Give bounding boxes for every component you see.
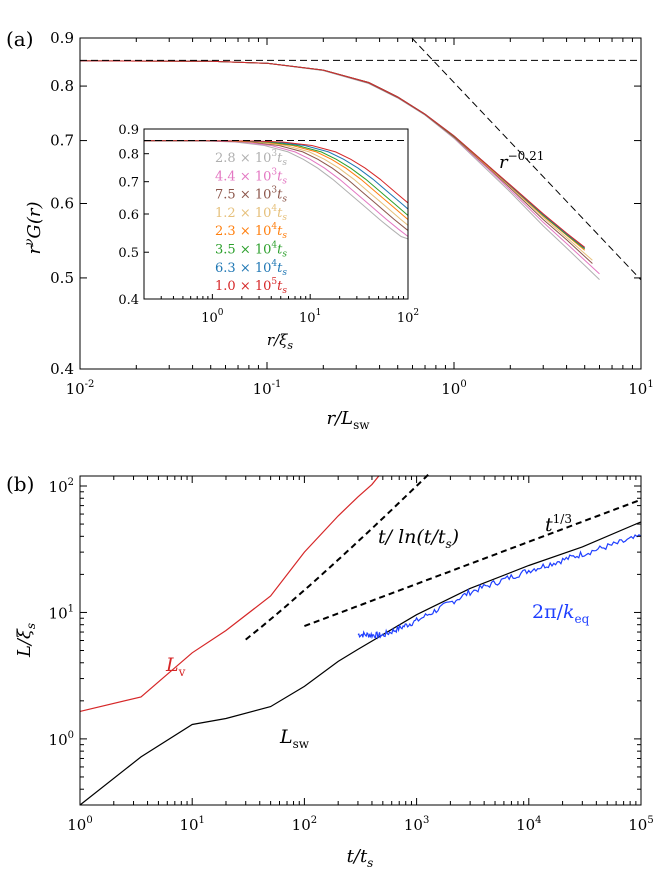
label-Lsw: Lsw (279, 726, 310, 751)
label-tln-close: ) (451, 526, 459, 548)
label-tln-sub: s (445, 537, 451, 551)
inset-series-8 (144, 140, 408, 204)
inset-ytick-label-1: 0.5 (118, 246, 139, 261)
panel-b-xtick-label-3: 103 (404, 815, 429, 834)
label-Lsw-main: L (279, 726, 293, 748)
inset-background (116, 128, 408, 299)
panel-a-ytick-label-1: 0.5 (50, 269, 74, 287)
panel-a-ylabel: rνG(r) (22, 202, 45, 255)
inset-ytick-label-3: 0.7 (118, 176, 139, 191)
inset-xtick-label-0: 100 (201, 308, 224, 326)
panel-a-series (79, 60, 600, 280)
inset-legend-entry-5: 2.3 × 104ts (215, 222, 287, 241)
panel-b-reference-line-2 (245, 472, 431, 641)
power-law-exponent: −0.21 (508, 149, 545, 163)
panel-a-ytick-label-4: 0.8 (50, 77, 74, 95)
inset-axes-box (143, 128, 409, 300)
inset-legend-entry-2: 4.4 × 103ts (215, 167, 287, 186)
panel-a-xtick-label-1: 10-1 (253, 379, 282, 398)
inset-ytick-label-2: 0.6 (118, 208, 139, 223)
panel-a-xlabel-sub: sw (353, 418, 370, 432)
panel-a-xtick-label-3: 101 (628, 379, 653, 398)
panel-b-ytick-label-2: 102 (49, 477, 74, 496)
panel-a-tag: (a) (6, 27, 34, 51)
inset-ytick-label-5: 0.9 (118, 123, 139, 138)
label-t13: t1/3 (545, 512, 572, 536)
label-keq-pre: 2π/ (532, 601, 564, 623)
panel-b-series-3 (357, 534, 642, 640)
panel-b-xtick-label-2: 102 (292, 815, 317, 834)
panel-b-ytick-label-1: 101 (49, 603, 74, 622)
panel-b-xlabel: t/ts (347, 846, 374, 870)
panel-b-tag: (b) (6, 472, 34, 496)
panel-a-xlabel: r/Lsw (326, 408, 370, 432)
inset-ytick-label-0: 0.4 (118, 293, 139, 308)
inset-legend-entry-1: 2.8 × 103ts (215, 149, 287, 168)
panel-b-xtick-label-4: 104 (516, 815, 541, 834)
label-t13-base: t (545, 514, 553, 536)
label-keq-sub: eq (575, 612, 590, 626)
inset-legend-entry-8: 1.0 × 105ts (215, 277, 287, 296)
panel-b-xlabel-main: t/t (347, 846, 368, 867)
panel-b-series-2 (79, 521, 642, 806)
label-Lv-sub: v (178, 665, 186, 679)
panel-a-ylabel-r: r (24, 244, 45, 254)
label-keq: 2π/keq (532, 601, 590, 626)
panel-a-ytick-label-0: 0.4 (50, 360, 74, 378)
label-tln: t/ ln(t/ts) (378, 526, 459, 551)
panel-b-series-1 (79, 475, 380, 712)
label-tln-main: t/ ln(t/t (378, 526, 446, 548)
inset-xlabel-sub: s (287, 339, 293, 352)
power-law-base: r (499, 152, 509, 173)
panel-a-ytick-label-5: 0.9 (50, 29, 74, 47)
panel-b-xtick-label-1: 101 (179, 815, 204, 834)
panel-b-xtick-label-5: 105 (628, 815, 653, 834)
panel-a-xlabel-main: r/L (326, 408, 353, 429)
panel-b-axes-box (79, 475, 642, 806)
panel-a-series-8 (79, 60, 586, 248)
panel-a-ylabel-rest: G(r) (24, 202, 45, 239)
inset-ytick-label-4: 0.8 (118, 148, 139, 163)
label-Lv-main: L (165, 654, 179, 676)
panel-b-reference-lines (245, 472, 642, 641)
inset-legend-entry-4: 1.2 × 104ts (215, 204, 287, 223)
panel-b-ylabel-sub: s (24, 623, 38, 629)
label-Lsw-sub: sw (293, 737, 310, 751)
inset-ticks: 100 101 102 0.4 0.5 0.6 0.7 0.8 0.9 (118, 123, 419, 326)
power-law-guide-line (411, 37, 642, 281)
panel-b: (b) 100 101 102 103 104 105 100 101 102 Lv Lsw 2… (6, 472, 654, 870)
panel-a-ytick-label-2: 0.6 (50, 195, 74, 213)
panel-a-reference-lines (80, 37, 642, 281)
inset-legend-entry-6: 3.5 × 104ts (215, 241, 287, 260)
panel-a-ylabel-nu: ν (22, 239, 36, 246)
inset-xlabel-main: r/ξ (267, 331, 288, 349)
inset-legend-entry-7: 6.3 × 104ts (215, 259, 287, 278)
inset: 100 101 102 0.4 0.5 0.6 0.7 0.8 0.9 2.8 × 103ts4… (116, 123, 419, 352)
panel-b-series (79, 475, 642, 806)
panel-b-xlabel-sub: s (367, 856, 373, 870)
power-law-label: r−0.21 (499, 149, 544, 173)
panel-b-ticks: 100 101 102 103 104 105 100 101 102 (49, 476, 654, 834)
panel-a-ticks: 10-2 10-1 100 101 0.4 0.5 0.6 0.7 0.8 0.9 (50, 29, 654, 398)
label-keq-main: k (563, 601, 575, 623)
label-Lv: Lv (165, 654, 186, 679)
inset-xtick-label-1: 101 (299, 308, 321, 326)
panel-b-xtick-label-0: 100 (67, 815, 92, 834)
inset-xtick-label-2: 102 (397, 308, 419, 326)
panel-b-ylabel: L/ξs (14, 623, 38, 658)
panel-a-ytick-label-3: 0.7 (50, 132, 74, 150)
inset-xlabel: r/ξs (267, 331, 294, 352)
inset-legend-entry-3: 7.5 × 103ts (215, 186, 287, 205)
panel-b-reference-line-1 (304, 498, 642, 628)
panel-a-xtick-label-2: 100 (441, 379, 466, 398)
panel-a-xtick-label-0: 10-2 (66, 379, 95, 398)
panel-a-axes-box (79, 37, 642, 370)
panel-b-ylabel-main: L/ξ (14, 628, 35, 658)
inset-series (144, 140, 408, 240)
label-t13-exp: 1/3 (553, 512, 572, 526)
panel-b-ytick-label-0: 100 (49, 730, 74, 749)
